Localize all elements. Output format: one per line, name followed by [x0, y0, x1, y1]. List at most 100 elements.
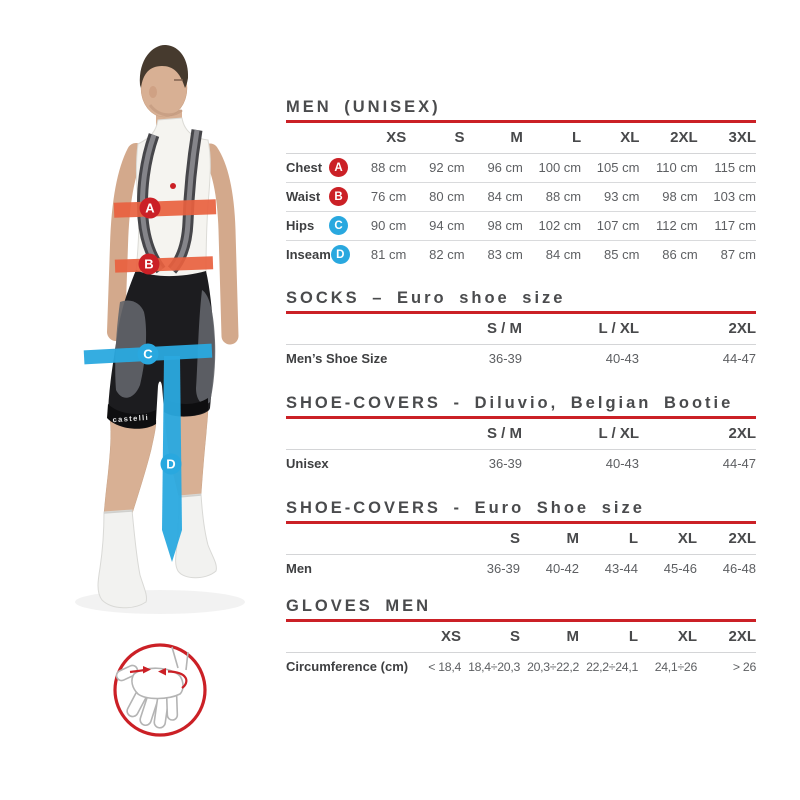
table-row: Chest A 88 cm 92 cm 96 cm 100 cm 105 cm 110 cm 1… [286, 153, 756, 183]
size-value: 20,3÷22,2 [527, 659, 579, 674]
column-header: S / M [405, 418, 522, 450]
ear [149, 86, 157, 98]
size-value: > 26 [732, 659, 756, 674]
corner-cell [286, 122, 348, 154]
table-row: Men 36-39 40-42 43-44 45-46 46-48 [286, 554, 756, 583]
size-value: 40-42 [545, 561, 579, 576]
hand-outline [115, 646, 189, 729]
chest-logo [170, 183, 176, 189]
corner-cell [286, 621, 402, 653]
size-value: 76 cm [348, 182, 407, 212]
size-value: 81 cm [370, 247, 407, 262]
corner-cell [286, 523, 461, 555]
section-title: MEN (UNISEX) [286, 98, 441, 116]
header-row: S M L XL 2XL [286, 523, 756, 555]
row-label: Hips [286, 218, 315, 233]
size-value: 88 cm [522, 182, 582, 212]
size-value: 36-39 [488, 456, 522, 471]
row-label: Chest [286, 160, 323, 175]
size-value: 36-39 [486, 561, 520, 576]
size-value: 110 cm [639, 153, 698, 183]
table-row: Men’s Shoe Size 36-39 40-43 44-47 [286, 344, 756, 373]
section-title: GLOVES MEN [286, 597, 432, 615]
row-label-cell: Hips C [286, 211, 348, 241]
right-sock-top [178, 494, 202, 498]
size-value: 115 cm [697, 153, 756, 183]
row-label: Waist [286, 189, 321, 204]
column-header: S / M [405, 313, 522, 345]
measure-badge-d: D [330, 245, 350, 264]
size-value: 46-48 [722, 561, 756, 576]
size-table: XS S M L XL 2XL 3XL Chest A 88 cm 92 cm 96 cm 100 cm… [286, 122, 756, 269]
shorts-hem-left [107, 404, 156, 429]
row-label-cell: Unisex [286, 449, 405, 478]
row-label-wrap: Circumference (cm) [286, 653, 408, 681]
shorts-brand-text: castelli [112, 413, 149, 425]
row-label-wrap: Unisex [286, 450, 405, 478]
corner-cell [286, 418, 405, 450]
size-value: 93 cm [581, 182, 640, 212]
column-header: L / XL [522, 313, 639, 345]
marker-c-letter: C [143, 347, 153, 362]
size-value: 103 cm [697, 182, 756, 212]
left-sock-foot [97, 509, 147, 609]
size-value: 36-39 [488, 351, 522, 366]
size-value: 98 cm [639, 182, 698, 212]
section-divider [286, 120, 756, 123]
jaw-shading [148, 104, 183, 117]
column-header: XL [581, 122, 640, 154]
size-value: 80 cm [406, 182, 465, 212]
column-header: XL [638, 621, 697, 653]
size-value: 82 cm [429, 247, 465, 262]
marker-c-badge [137, 343, 159, 365]
size-value: 44-47 [722, 351, 756, 366]
header-row: XS S M L XL 2XL 3XL [286, 122, 756, 154]
table-row: Inseam D 81 cm 82 cm 83 cm 84 cm 85 cm 86 cm 87 … [286, 240, 756, 269]
row-label-wrap: Men [286, 555, 461, 583]
header-row: XS S M L XL 2XL [286, 621, 756, 653]
table-section-gloves-men: GLOVES MEN XS S M L XL 2XL Circumference (cm) < … [286, 596, 756, 681]
table-row: Circumference (cm) < 18,4 18,4÷20,3 20,3÷22… [286, 652, 756, 681]
size-value: 43-44 [604, 561, 638, 576]
column-header: L / XL [522, 418, 639, 450]
hair [139, 44, 189, 88]
size-value: 94 cm [406, 211, 465, 241]
column-header: 2XL [697, 523, 756, 555]
marker-d-badge [160, 453, 182, 475]
row-label-cell: Chest A [286, 153, 348, 183]
row-label-cell: Waist B [286, 182, 348, 212]
icon-circle [113, 643, 207, 737]
column-header: XS [348, 122, 407, 154]
row-label: Men’s Shoe Size [286, 351, 388, 366]
size-value: 84 cm [464, 182, 523, 212]
column-header: M [520, 523, 579, 555]
column-header: S [461, 523, 520, 555]
column-header: XL [638, 523, 697, 555]
column-header: 3XL [697, 122, 756, 154]
marker-d-letter: D [166, 457, 175, 472]
marker-a-letter: A [145, 201, 155, 216]
size-value: 105 cm [581, 153, 640, 183]
row-label: Inseam [286, 247, 331, 262]
size-value: < 18,4 [428, 659, 461, 674]
size-value: 88 cm [348, 153, 407, 183]
table-row: Hips C 90 cm 94 cm 98 cm 102 cm 107 cm 112 cm 11… [286, 211, 756, 241]
row-label-wrap: Men’s Shoe Size [286, 345, 405, 373]
column-header: L [579, 523, 638, 555]
size-value: 24,1÷26 [654, 659, 698, 674]
column-header: 2XL [639, 122, 698, 154]
size-value: 84 cm [545, 247, 582, 262]
row-label-cell: Men [286, 554, 461, 583]
marker-a-badge [139, 197, 161, 219]
size-value: 112 cm [639, 211, 698, 241]
size-value: 40-43 [605, 351, 639, 366]
size-value: 85 cm [604, 247, 640, 262]
size-value: 98 cm [464, 211, 523, 241]
column-header: 2XL [639, 313, 756, 345]
column-header: L [522, 122, 582, 154]
size-value: 86 cm [662, 247, 698, 262]
size-value: 83 cm [487, 247, 523, 262]
